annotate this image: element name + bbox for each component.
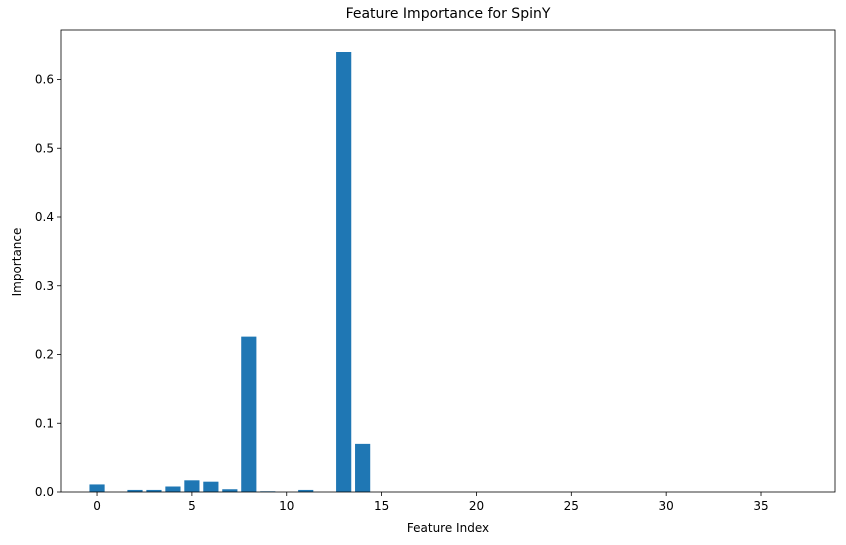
x-axis-label: Feature Index [407,521,489,535]
y-tick-label-0: 0.0 [35,485,54,499]
bar-14 [355,443,371,492]
y-axis-label: Importance [10,228,24,297]
x-tick-label-20: 20 [469,499,484,513]
bar-7 [222,489,238,492]
bar-11 [298,489,314,492]
x-tick-label-15: 15 [374,499,389,513]
y-tick-label-0.2: 0.2 [35,348,54,362]
x-tick-label-35: 35 [753,499,768,513]
axes-frame [60,29,836,493]
bar-3 [146,489,162,492]
bar-6 [203,481,219,492]
y-tick-label-0.4: 0.4 [35,210,54,224]
y-tick-label-0.1: 0.1 [35,416,54,430]
x-tick-label-0: 0 [93,499,101,513]
bar-2 [127,489,143,492]
x-tick-label-10: 10 [279,499,294,513]
x-tick-label-30: 30 [659,499,674,513]
y-tick-label-0.6: 0.6 [35,73,54,87]
chart-title: Feature Importance for SpinY [346,6,551,22]
bar-0 [89,484,105,492]
bar-13 [336,52,352,492]
y-tick-label-0.3: 0.3 [35,279,54,293]
plot-area: 0 5 10 15 20 25 30 35 0.0 0.1 0.2 0.3 0.4 0.5 0.6 [35,29,836,513]
x-tick-label-25: 25 [564,499,579,513]
bar-8 [241,336,257,492]
bar-4 [165,486,181,492]
bar-5 [184,480,200,492]
y-tick-label-0.5: 0.5 [35,141,54,155]
x-tick-label-5: 5 [188,499,196,513]
